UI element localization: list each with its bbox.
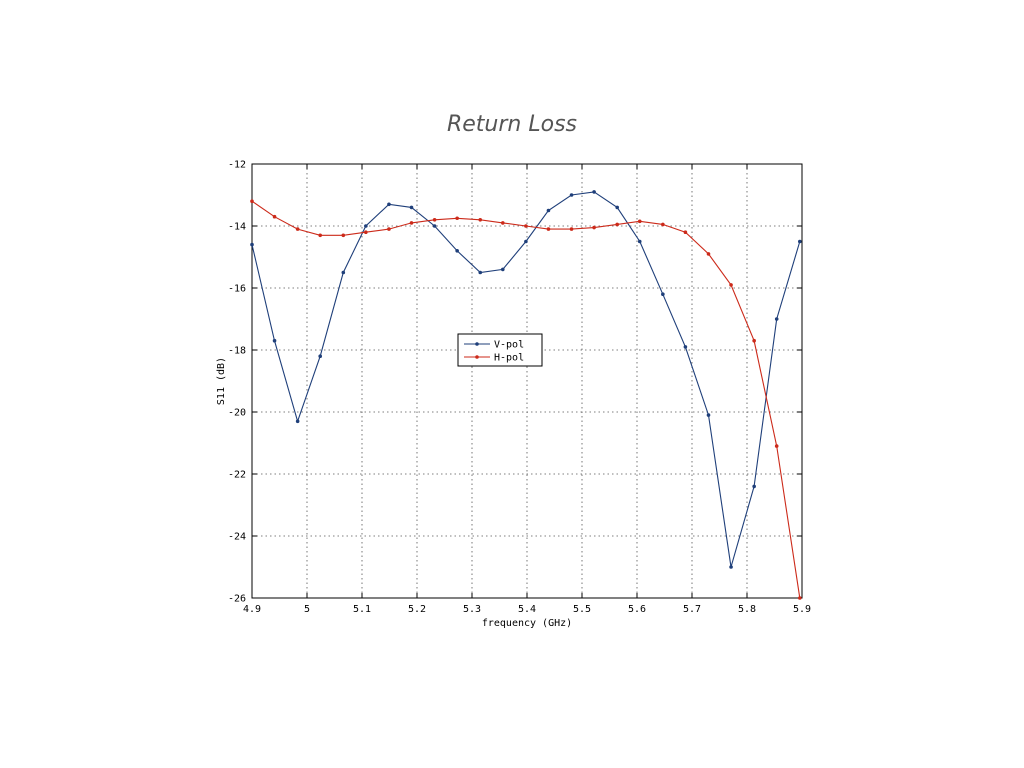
series-h-pol xyxy=(250,199,802,600)
data-point xyxy=(683,230,688,234)
data-point xyxy=(706,413,711,417)
y-tick-label: -16 xyxy=(228,284,246,295)
legend: V-pol H-pol xyxy=(457,333,543,367)
data-point xyxy=(637,219,642,224)
data-point xyxy=(752,484,756,489)
data-point xyxy=(341,270,346,275)
x-tick-label: 5.8 xyxy=(738,604,756,615)
y-tick-label: -12 xyxy=(228,160,246,171)
y-axis-label: S11 (dB) xyxy=(216,357,227,405)
data-point xyxy=(432,224,437,228)
legend-item-h-pol: H-pol xyxy=(464,353,524,364)
data-point xyxy=(409,221,414,225)
data-point xyxy=(661,292,665,297)
data-point xyxy=(729,565,733,569)
grid xyxy=(251,163,803,599)
legend-item-v-pol: V-pol xyxy=(464,340,524,351)
data-point xyxy=(478,218,483,222)
x-tick-label: 5 xyxy=(304,604,310,615)
legend-label: V-pol xyxy=(494,340,524,351)
axis-ticks: 4.9 5 5.1 5.2 5.3 5.4 5.5 5.6 5.7 5.8 5.9 -26 -24 -22… xyxy=(228,160,811,616)
x-tick-label: 5.7 xyxy=(683,604,701,615)
data-point xyxy=(432,218,437,222)
y-tick-label: -26 xyxy=(228,594,246,605)
x-tick-label: 4.9 xyxy=(243,604,261,615)
legend-label: H-pol xyxy=(494,353,524,364)
legend-marker xyxy=(475,355,479,359)
data-point xyxy=(546,208,551,213)
legend-box xyxy=(457,333,543,367)
data-point xyxy=(752,338,756,343)
data-point xyxy=(318,354,323,359)
x-axis-label: frequency (GHz) xyxy=(482,618,572,629)
data-point xyxy=(272,338,277,343)
data-point xyxy=(455,216,459,221)
y-tick-label: -18 xyxy=(228,346,246,357)
data-point xyxy=(774,444,779,448)
data-point xyxy=(524,239,528,244)
y-tick-label: -14 xyxy=(228,222,246,233)
data-point xyxy=(569,227,574,231)
x-tick-label: 5.1 xyxy=(353,604,371,615)
data-point xyxy=(615,222,619,227)
data-point xyxy=(546,227,551,231)
y-tick-label: -20 xyxy=(228,408,246,419)
data-point xyxy=(569,193,574,197)
data-point xyxy=(637,239,642,244)
data-point xyxy=(409,205,414,210)
x-tick-label: 5.5 xyxy=(573,604,591,615)
data-point xyxy=(364,230,368,234)
series-v-pol xyxy=(250,190,802,569)
data-point xyxy=(501,221,505,225)
data-point xyxy=(683,345,688,349)
data-point xyxy=(364,224,368,228)
x-tick-label: 5.9 xyxy=(793,604,811,615)
x-tick-label: 5.2 xyxy=(408,604,426,615)
data-point xyxy=(706,252,711,256)
data-point xyxy=(729,283,733,287)
x-tick-label: 5.6 xyxy=(628,604,646,615)
data-point xyxy=(250,199,254,203)
data-point xyxy=(387,227,391,231)
data-point xyxy=(295,227,300,231)
data-point xyxy=(341,233,346,238)
data-point xyxy=(250,242,254,247)
data-point xyxy=(387,202,391,207)
legend-marker xyxy=(475,342,479,346)
data-point xyxy=(615,205,619,210)
data-point xyxy=(478,270,483,275)
x-tick-label: 5.4 xyxy=(518,604,536,615)
series-layer xyxy=(250,190,802,600)
data-point xyxy=(501,267,505,272)
data-point xyxy=(272,214,277,219)
data-point xyxy=(798,239,802,244)
series-line xyxy=(251,191,801,568)
y-tick-label: -24 xyxy=(228,532,246,543)
data-point xyxy=(318,233,323,238)
data-point xyxy=(798,596,802,600)
data-point xyxy=(592,225,596,230)
data-point xyxy=(295,419,300,424)
y-tick-label: -22 xyxy=(228,470,246,481)
x-tick-label: 5.3 xyxy=(463,604,481,615)
data-point xyxy=(592,190,596,194)
data-point xyxy=(774,317,779,321)
series-line xyxy=(251,200,801,599)
data-point xyxy=(524,224,528,228)
data-point xyxy=(661,222,665,227)
chart-title: Return Loss xyxy=(446,112,577,137)
data-point xyxy=(455,249,459,253)
